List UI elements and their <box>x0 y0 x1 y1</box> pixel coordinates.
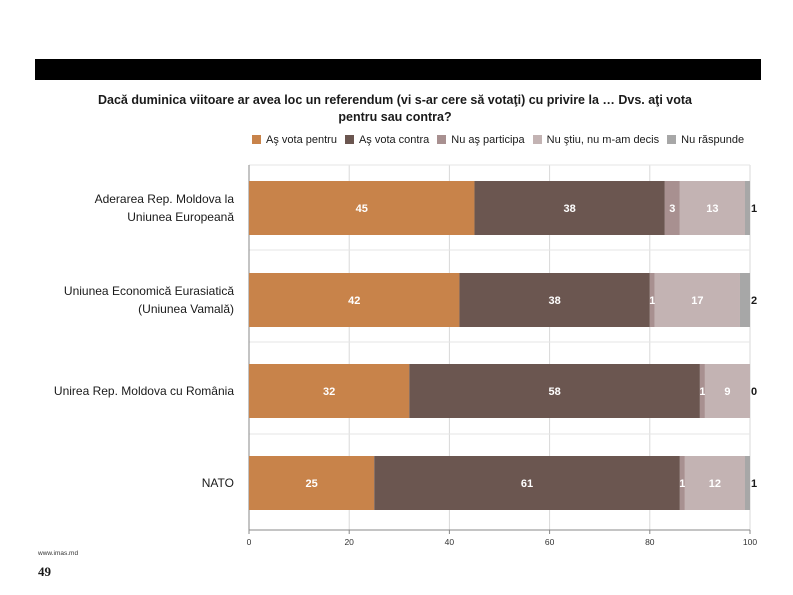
legend-item: Nu răspunde <box>667 134 744 146</box>
legend-swatch <box>532 135 542 145</box>
category-label: Unirea Rep. Moldova cu România <box>54 384 234 398</box>
bar-segment <box>374 456 680 510</box>
category-label: NATO <box>202 476 234 490</box>
data-label: 45 <box>356 203 368 215</box>
legend-label: Nu ştiu, nu m-am decis <box>546 134 660 147</box>
data-label: 1 <box>679 478 685 490</box>
bar-segment <box>249 181 475 235</box>
legend-swatch <box>344 135 354 145</box>
bar-segment <box>704 364 750 418</box>
bar-segment <box>684 456 745 510</box>
page-number: 49 <box>38 564 51 579</box>
bar-segment <box>474 181 665 235</box>
x-tick-label: 80 <box>645 537 655 547</box>
legend-swatch <box>437 135 447 145</box>
data-label: 2 <box>751 295 757 307</box>
legend-item: Nu aş participa <box>437 134 525 147</box>
x-tick-label: 20 <box>344 537 354 547</box>
legend-swatch <box>667 135 677 145</box>
category-label: Aderarea Rep. Moldova la Uniunea European… <box>95 192 235 224</box>
category-label: Uniunea Economică Eurasiatică (Uniunea Va… <box>64 284 234 316</box>
data-label: 1 <box>699 386 705 398</box>
legend-label: Nu răspunde <box>681 134 745 147</box>
data-label: 1 <box>751 478 757 490</box>
bar-segment <box>744 456 750 510</box>
chart-legend: Aş vota pentru Aş vota contra Nu aş partic… <box>252 134 752 150</box>
data-label: 42 <box>348 295 360 307</box>
x-tick-label: 100 <box>743 537 757 547</box>
bar-segment <box>249 364 410 418</box>
bar-segment <box>249 273 460 327</box>
legend-label: Aş vota contra <box>358 134 430 147</box>
bar-segment <box>739 273 750 327</box>
x-tick-label: 60 <box>545 537 555 547</box>
chart-title: Dacă duminica viitoare ar avea loc un re… <box>98 93 692 124</box>
bar-segment <box>409 364 700 418</box>
legend-item: Aş vota pentru <box>252 134 337 146</box>
data-label: 32 <box>323 386 335 398</box>
data-label: 13 <box>706 203 718 215</box>
data-label: 61 <box>521 478 533 490</box>
data-label: 38 <box>548 295 560 307</box>
data-label: 12 <box>709 478 721 490</box>
legend-swatch <box>252 135 261 145</box>
data-label: 3 <box>669 203 675 215</box>
footer-url: www.imas.md <box>38 550 79 557</box>
data-label: 1 <box>751 203 757 215</box>
bar-segment <box>744 181 750 235</box>
bar-segment <box>654 273 740 327</box>
legend-label: Nu aş participa <box>451 134 525 147</box>
data-label: 9 <box>724 386 730 398</box>
header-bar <box>35 59 761 80</box>
bar-segment <box>679 181 745 235</box>
data-label: 0 <box>751 386 757 398</box>
bar-segment <box>679 456 685 510</box>
data-label: 1 <box>649 295 655 307</box>
x-tick-label: 40 <box>445 537 455 547</box>
bar-segment <box>699 364 705 418</box>
legend-label: Aş vota pentru <box>266 134 337 147</box>
bar-segment <box>459 273 650 327</box>
legend-item: Aş vota contra <box>344 134 430 147</box>
data-label: 17 <box>691 295 703 307</box>
bar-segment <box>664 181 680 235</box>
data-label: 25 <box>306 478 318 490</box>
x-tick-label: 0 <box>247 537 252 547</box>
bar-segment <box>649 273 655 327</box>
bar-segment <box>249 456 375 510</box>
data-label: 58 <box>548 386 560 398</box>
data-label: 38 <box>564 203 576 215</box>
legend-item: Nu ştiu, nu m-am decis <box>532 134 660 147</box>
